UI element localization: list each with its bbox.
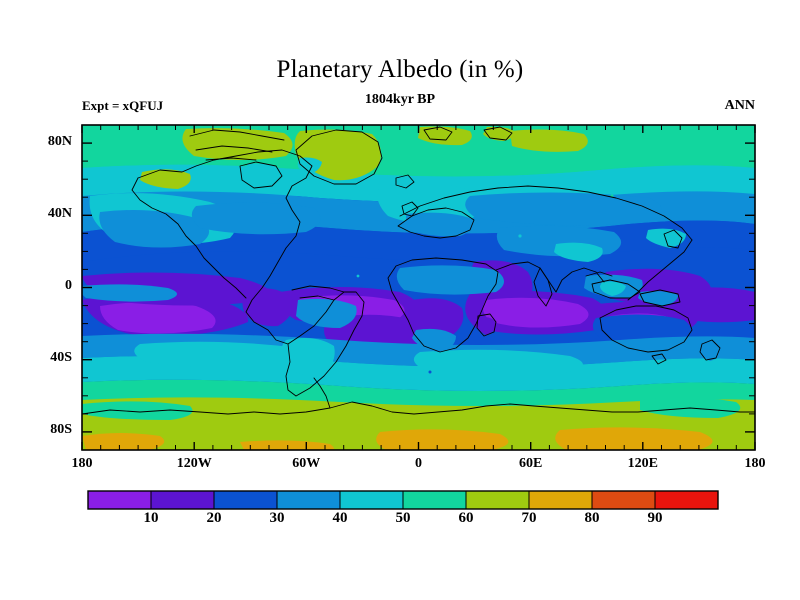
experiment-label: Expt = xQFUJ <box>82 98 164 113</box>
y-tick-label: 80S <box>50 422 72 437</box>
y-tick-label: 80N <box>47 134 72 149</box>
x-tick-label: 60E <box>519 456 543 471</box>
figure-subtitle: 1804kyr BP <box>364 92 436 107</box>
x-tick-label: 120E <box>627 456 658 471</box>
x-tick-label: 180 <box>744 456 766 471</box>
colorbar-band <box>88 491 151 509</box>
colorbar-band <box>592 491 655 509</box>
coastlines <box>82 126 755 415</box>
colorbar-tick-label: 70 <box>521 510 537 526</box>
season-label: ANN <box>724 98 755 113</box>
colorbar-tick-label: 60 <box>458 510 474 526</box>
colorbar-band <box>403 491 466 509</box>
colorbar-band <box>466 491 529 509</box>
colorbar-tick-label: 80 <box>584 510 600 526</box>
contour-field <box>82 125 755 450</box>
page-title: Planetary Albedo (in %) <box>276 56 524 83</box>
x-tick-label: 180 <box>71 456 93 471</box>
x-tick-label: 0 <box>415 456 422 471</box>
colorbar-band <box>277 491 340 509</box>
colorbar-band <box>214 491 277 509</box>
y-tick-label: 0 <box>65 278 72 293</box>
colorbar-band <box>151 491 214 509</box>
colorbar-tick-label: 90 <box>647 510 663 526</box>
colorbar-tick-label: 40 <box>332 510 348 526</box>
colorbar-band <box>529 491 592 509</box>
colorbar-band <box>655 491 718 509</box>
colorbar-tick-label: 50 <box>395 510 411 526</box>
y-tick-label: 40S <box>50 350 72 365</box>
x-tick-label: 60W <box>292 456 321 471</box>
colorbar <box>87 490 719 510</box>
colorbar-tick-label: 20 <box>206 510 222 526</box>
colorbar-outline <box>87 490 719 510</box>
y-tick-label: 40N <box>47 206 72 221</box>
plot-frame <box>81 124 756 451</box>
colorbar-band <box>340 491 403 509</box>
x-tick-label: 120W <box>176 456 212 471</box>
colorbar-tick-label: 10 <box>143 510 159 526</box>
colorbar-tick-label: 30 <box>269 510 285 526</box>
